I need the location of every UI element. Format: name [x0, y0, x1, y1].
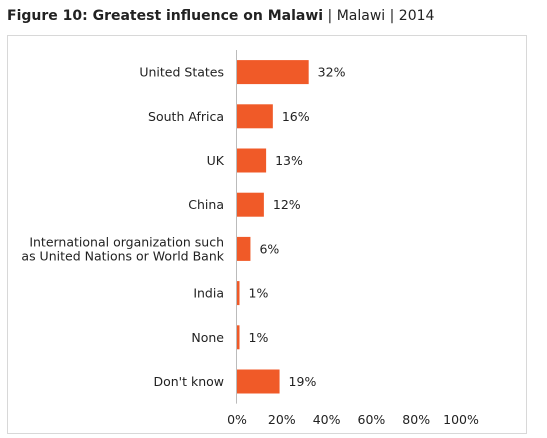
bar-3	[237, 192, 264, 217]
x-tick-label-1: 20%	[268, 412, 296, 427]
figure-year: 2014	[398, 8, 435, 24]
bar-2	[237, 148, 267, 173]
category-label-5: India	[193, 286, 224, 301]
title-separator-1: |	[327, 8, 333, 24]
x-tick-label-0: 0%	[227, 412, 247, 427]
value-label-1: 16%	[282, 109, 310, 124]
x-tick-label-2: 40%	[313, 412, 341, 427]
value-label-5: 1%	[249, 286, 269, 301]
bars-group	[237, 60, 309, 394]
title-separator-2: |	[389, 8, 395, 24]
bar-7	[237, 369, 280, 394]
bar-0	[237, 60, 309, 85]
category-label-4-line-0: International organization such	[29, 234, 224, 249]
value-label-0: 32%	[318, 65, 346, 80]
bar-6	[237, 325, 240, 350]
x-tick-label-4: 80%	[402, 412, 430, 427]
category-label-2: UK	[207, 153, 225, 168]
x-tick-label-3: 60%	[358, 412, 386, 427]
chart-frame	[7, 35, 527, 434]
category-label-3: China	[188, 197, 224, 212]
figure-title-main: Figure 10: Greatest influence on Malawi	[7, 8, 324, 24]
bar-5	[237, 281, 240, 306]
figure-title: Figure 10: Greatest influence on Malawi …	[7, 8, 434, 24]
category-labels-group: United States South Africa UK China Internat…	[21, 65, 224, 389]
value-label-3: 12%	[273, 197, 301, 212]
category-label-6: None	[191, 330, 224, 345]
value-label-4: 6%	[259, 241, 279, 256]
category-label-0: United States	[139, 65, 224, 80]
figure-country: Malawi	[336, 8, 386, 24]
bar-1	[237, 104, 273, 129]
category-label-4-line-1: as United Nations or World Bank	[21, 248, 224, 263]
value-labels-group: 32% 16% 13% 12% 6% 1% 1% 19%	[249, 65, 346, 389]
category-label-7: Don't know	[153, 374, 224, 389]
value-label-6: 1%	[249, 330, 269, 345]
value-label-2: 13%	[275, 153, 303, 168]
x-tick-label-5: 100%	[443, 412, 479, 427]
value-label-7: 19%	[289, 374, 317, 389]
x-tick-labels-group: 0% 20% 40% 60% 80% 100%	[227, 412, 479, 427]
category-label-1: South Africa	[148, 109, 224, 124]
bar-4	[237, 236, 251, 261]
